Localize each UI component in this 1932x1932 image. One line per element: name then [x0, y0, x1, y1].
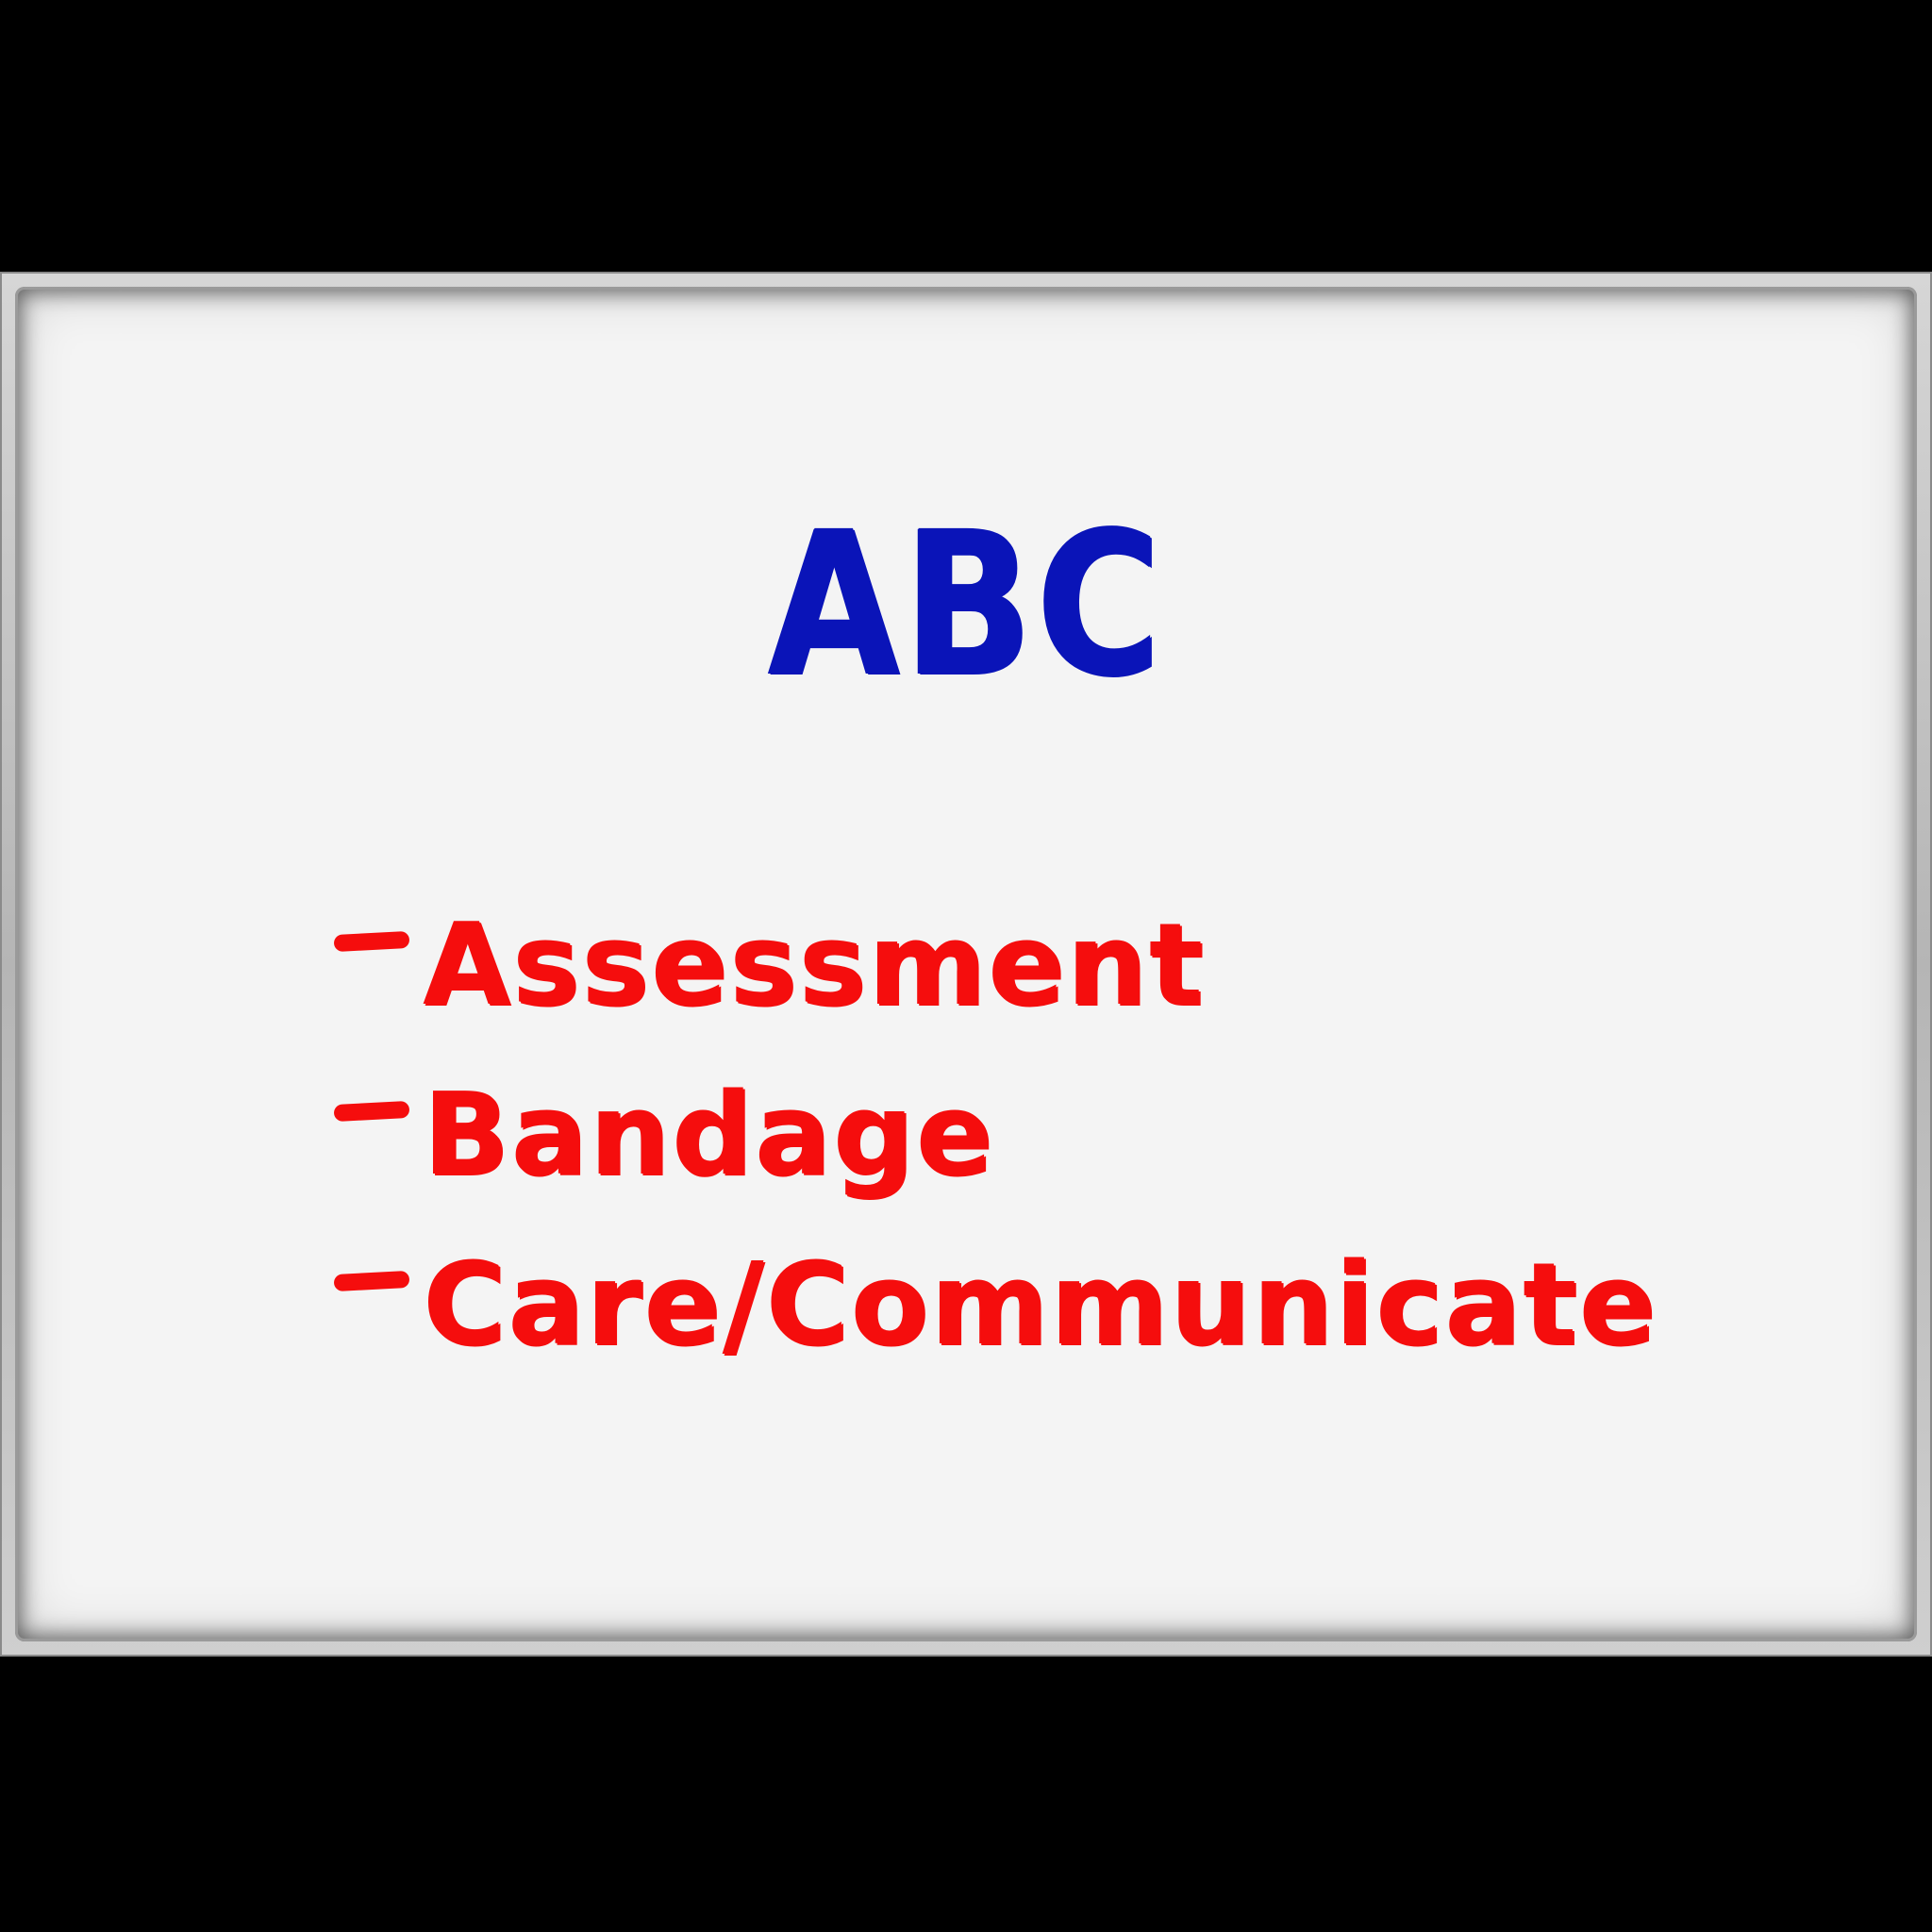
list-item-label: Assessment	[423, 900, 1206, 1031]
list-item-label: Care/Communicate	[423, 1240, 1657, 1371]
whiteboard: ABC Assessment Bandage Care/Communicate	[15, 287, 1917, 1641]
board-title: ABC	[767, 489, 1165, 720]
dash-mark	[333, 930, 410, 953]
list-item: Assessment	[333, 881, 1657, 1051]
whiteboard-frame: ABC Assessment Bandage Care/Communicate	[0, 272, 1932, 1657]
list-item: Care/Communicate	[333, 1221, 1657, 1391]
list-item: Bandage	[333, 1051, 1657, 1221]
dash-mark	[333, 1270, 410, 1292]
list-item-label: Bandage	[423, 1070, 995, 1201]
dash-mark	[333, 1100, 410, 1123]
item-list: Assessment Bandage Care/Communicate	[333, 881, 1657, 1391]
